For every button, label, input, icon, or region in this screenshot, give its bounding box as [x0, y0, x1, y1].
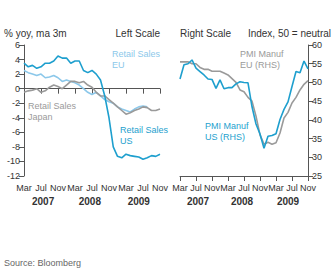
svg-text:Mar: Mar — [118, 183, 134, 193]
svg-text:Jul: Jul — [190, 183, 202, 193]
svg-text:Japan: Japan — [28, 112, 53, 122]
svg-text:-4: -4 — [12, 113, 20, 123]
svg-text:Nov: Nov — [204, 183, 221, 193]
svg-text:30: 30 — [312, 152, 322, 162]
svg-text:2008: 2008 — [79, 196, 102, 207]
svg-text:-6: -6 — [12, 127, 20, 137]
svg-text:2: 2 — [15, 69, 20, 79]
svg-text:60: 60 — [312, 40, 322, 50]
svg-text:Left Scale: Left Scale — [116, 28, 161, 39]
svg-text:2007: 2007 — [32, 196, 55, 207]
svg-text:55: 55 — [312, 59, 322, 69]
svg-text:Right Scale: Right Scale — [180, 28, 232, 39]
svg-text:EU (RHS): EU (RHS) — [240, 60, 280, 70]
svg-text:2009: 2009 — [277, 196, 300, 207]
svg-text:Mar: Mar — [67, 183, 83, 193]
svg-text:Jul: Jul — [137, 183, 149, 193]
svg-text:EU: EU — [112, 60, 125, 70]
svg-text:Retail Sales: Retail Sales — [120, 125, 169, 135]
svg-text:Mar: Mar — [172, 183, 188, 193]
svg-text:US: US — [120, 136, 133, 146]
svg-text:Jul: Jul — [238, 183, 250, 193]
svg-text:40: 40 — [312, 115, 322, 125]
svg-text:PMI Manuf: PMI Manuf — [205, 121, 249, 131]
svg-text:Nov: Nov — [50, 183, 67, 193]
svg-text:Nov: Nov — [101, 183, 118, 193]
svg-text:Index, 50 = neutral: Index, 50 = neutral — [248, 28, 331, 39]
svg-text:0: 0 — [15, 84, 20, 94]
svg-text:-2: -2 — [12, 98, 20, 108]
svg-text:-8: -8 — [12, 142, 20, 152]
svg-text:Jul: Jul — [286, 183, 298, 193]
svg-text:Jul: Jul — [86, 183, 98, 193]
svg-text:4: 4 — [15, 55, 20, 65]
svg-text:35: 35 — [312, 134, 322, 144]
svg-text:Nov: Nov — [300, 183, 317, 193]
svg-text:% yoy, ma 3m: % yoy, ma 3m — [4, 28, 67, 39]
svg-text:Mar: Mar — [16, 183, 32, 193]
svg-text:Retail Sales: Retail Sales — [112, 49, 161, 59]
svg-text:-10: -10 — [7, 156, 20, 166]
svg-text:Source: Bloomberg: Source: Bloomberg — [4, 258, 81, 268]
svg-text:Mar: Mar — [268, 183, 284, 193]
svg-text:2007: 2007 — [187, 196, 210, 207]
svg-text:Nov: Nov — [252, 183, 269, 193]
svg-text:Mar: Mar — [220, 183, 236, 193]
svg-text:2008: 2008 — [231, 196, 254, 207]
svg-text:6: 6 — [15, 40, 20, 50]
svg-text:50: 50 — [312, 77, 322, 87]
svg-text:2009: 2009 — [128, 196, 151, 207]
svg-text:Retail Sales: Retail Sales — [28, 101, 77, 111]
svg-text:Nov: Nov — [152, 183, 169, 193]
svg-text:25: 25 — [312, 171, 322, 181]
svg-text:Jul: Jul — [35, 183, 47, 193]
svg-text:PMI Manuf: PMI Manuf — [240, 49, 284, 59]
svg-text:45: 45 — [312, 96, 322, 106]
svg-text:-12: -12 — [7, 171, 20, 181]
svg-text:US (RHS): US (RHS) — [205, 132, 245, 142]
